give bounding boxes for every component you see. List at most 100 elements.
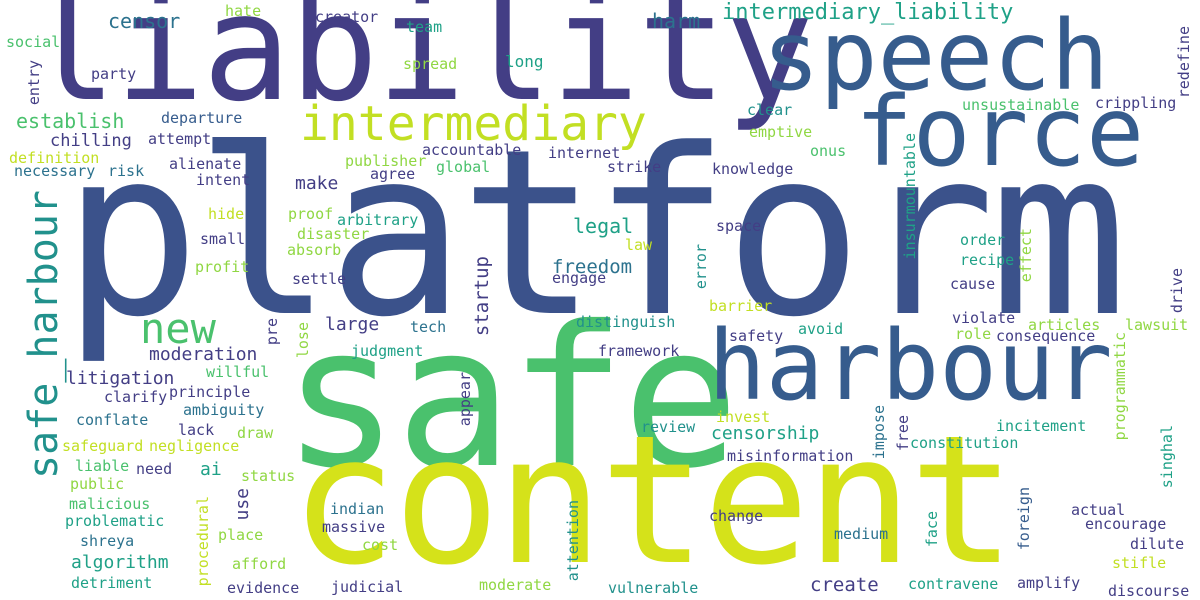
word: avoid: [798, 320, 844, 338]
word: profit: [195, 258, 250, 276]
word: use: [232, 488, 253, 521]
word: algorithm: [71, 552, 169, 573]
word: need: [136, 460, 173, 478]
word: redefine: [1175, 26, 1193, 99]
word: intermediary_liability: [722, 0, 1014, 25]
word: singhal: [1158, 425, 1176, 489]
word: judgment: [351, 342, 424, 360]
word: chilling: [50, 131, 132, 151]
word: contravene: [908, 575, 999, 593]
word: spread: [403, 55, 458, 73]
word: accountable: [422, 141, 522, 159]
word: violate: [952, 309, 1016, 327]
word: emptive: [749, 123, 813, 141]
word: clarify: [104, 388, 168, 406]
word: small: [200, 230, 246, 248]
word: articles: [1028, 316, 1101, 334]
word: indian: [330, 500, 385, 518]
word: internet: [548, 144, 621, 162]
word: engage: [552, 269, 607, 287]
word: risk: [108, 162, 145, 180]
word: stifle: [1112, 554, 1167, 572]
word: status: [241, 467, 296, 485]
word: large: [325, 314, 380, 335]
word: startup: [471, 256, 493, 337]
word: freedom: [552, 256, 633, 278]
word: barrier: [709, 297, 773, 315]
word: alienate: [169, 155, 242, 173]
word: moderation: [149, 344, 258, 365]
word: harm: [652, 9, 701, 33]
word: principle: [169, 383, 251, 401]
word: hate: [225, 2, 262, 20]
word: error: [692, 244, 710, 290]
word: hide: [208, 205, 245, 223]
word: departure: [161, 109, 243, 127]
word: discourse: [1108, 582, 1190, 600]
word: intermediary: [300, 96, 647, 152]
word: procedural: [194, 496, 212, 587]
word: incitement: [996, 417, 1087, 435]
word: role: [955, 325, 992, 343]
word: afford: [232, 555, 287, 573]
word: public: [70, 475, 125, 493]
word: entry: [25, 60, 43, 106]
word: constitution: [910, 434, 1019, 452]
word: onus: [810, 142, 847, 160]
word: insurmountable: [901, 133, 919, 260]
word: safe: [282, 284, 740, 511]
word: safe_harbour: [21, 190, 67, 479]
word: absorb: [287, 241, 342, 259]
word: effect: [1017, 228, 1035, 283]
word: legal: [573, 214, 634, 238]
word: settle: [292, 270, 347, 288]
word: ai: [200, 459, 222, 480]
word: draw: [237, 424, 274, 442]
word: space: [716, 217, 762, 235]
word: safety: [729, 327, 784, 345]
word: actual: [1071, 501, 1126, 519]
word: clear: [747, 101, 793, 119]
word: shreya: [80, 532, 135, 550]
word: force: [855, 76, 1144, 188]
word: negligence: [149, 437, 240, 455]
word: safeguard: [62, 437, 144, 455]
word: new: [140, 304, 216, 353]
word: unsustainable: [962, 96, 1080, 114]
word: arbitrary: [337, 211, 419, 229]
word: create: [810, 574, 879, 596]
word: disaster: [297, 225, 370, 243]
word: lack: [178, 421, 215, 439]
word: judicial: [331, 578, 404, 596]
word: party: [91, 65, 137, 83]
word: change: [709, 507, 764, 525]
word: impose: [870, 405, 888, 460]
word: intent: [196, 171, 251, 189]
word: encourage: [1085, 515, 1167, 533]
word: liable: [75, 457, 130, 475]
word: problematic: [65, 512, 165, 530]
word: free: [894, 415, 912, 452]
word: necessary: [14, 162, 96, 180]
word: cost: [362, 536, 399, 554]
word: detriment: [71, 574, 153, 592]
word: consequence: [996, 327, 1096, 345]
word: knowledge: [712, 160, 794, 178]
word: recipe: [960, 251, 1015, 269]
word: attention: [564, 500, 582, 582]
word: ambiguity: [183, 401, 265, 419]
word: lose: [294, 322, 312, 359]
word: social: [6, 33, 61, 51]
word: strike: [607, 158, 662, 176]
word: attempt: [148, 130, 212, 148]
word: malicious: [69, 495, 151, 513]
word: moderate: [479, 576, 552, 594]
word: programmatic: [1111, 332, 1129, 441]
word: lawsuit: [1125, 316, 1189, 334]
word: pre: [263, 318, 281, 346]
word: definition: [9, 149, 100, 167]
word: tech: [410, 318, 447, 336]
word: crippling: [1095, 94, 1177, 112]
word: order: [960, 231, 1006, 249]
word: proof: [288, 205, 334, 223]
